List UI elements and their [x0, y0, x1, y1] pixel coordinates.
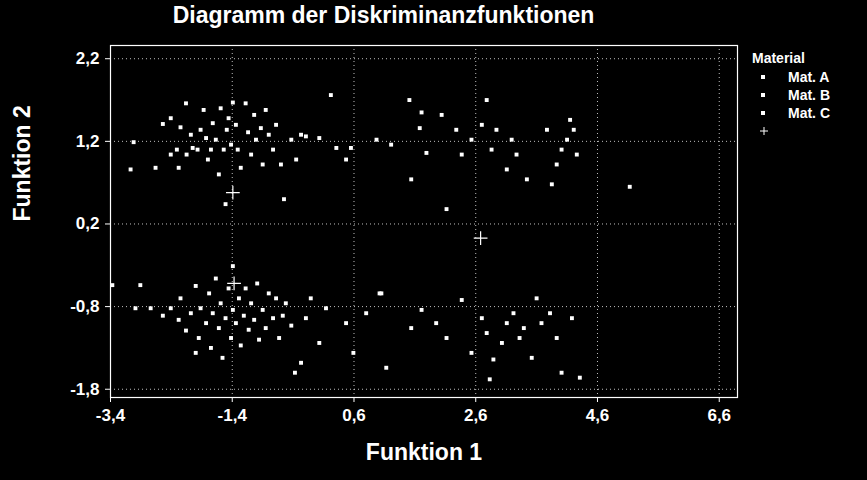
- svg-text:2,6: 2,6: [464, 406, 488, 425]
- svg-text:-0,8: -0,8: [70, 297, 99, 316]
- svg-text:6,6: 6,6: [707, 406, 731, 425]
- html-text:Mat. B: Mat. B: [788, 87, 830, 103]
- svg-text:0,6: 0,6: [342, 406, 366, 425]
- svg-text:-3,4: -3,4: [96, 406, 126, 425]
- html-text:Mat. C: Mat. C: [788, 105, 830, 121]
- html-text:Mat. A: Mat. A: [788, 69, 830, 85]
- svg-text:Funktion 1: Funktion 1: [366, 439, 482, 465]
- svg-text:4,6: 4,6: [586, 406, 610, 425]
- svg-text:1,2: 1,2: [76, 132, 100, 151]
- svg-text:0,2: 0,2: [76, 214, 100, 233]
- svg-text:Funktion 2: Funktion 2: [9, 105, 35, 221]
- svg-text:-1,8: -1,8: [70, 380, 99, 399]
- html-text:Material: Material: [752, 50, 805, 66]
- svg-text:2,2: 2,2: [76, 49, 100, 68]
- html-text:Diagramm der Diskriminanzfunkt: Diagramm der Diskriminanzfunktionen: [172, 2, 595, 28]
- svg-text:-1,4: -1,4: [218, 406, 248, 425]
